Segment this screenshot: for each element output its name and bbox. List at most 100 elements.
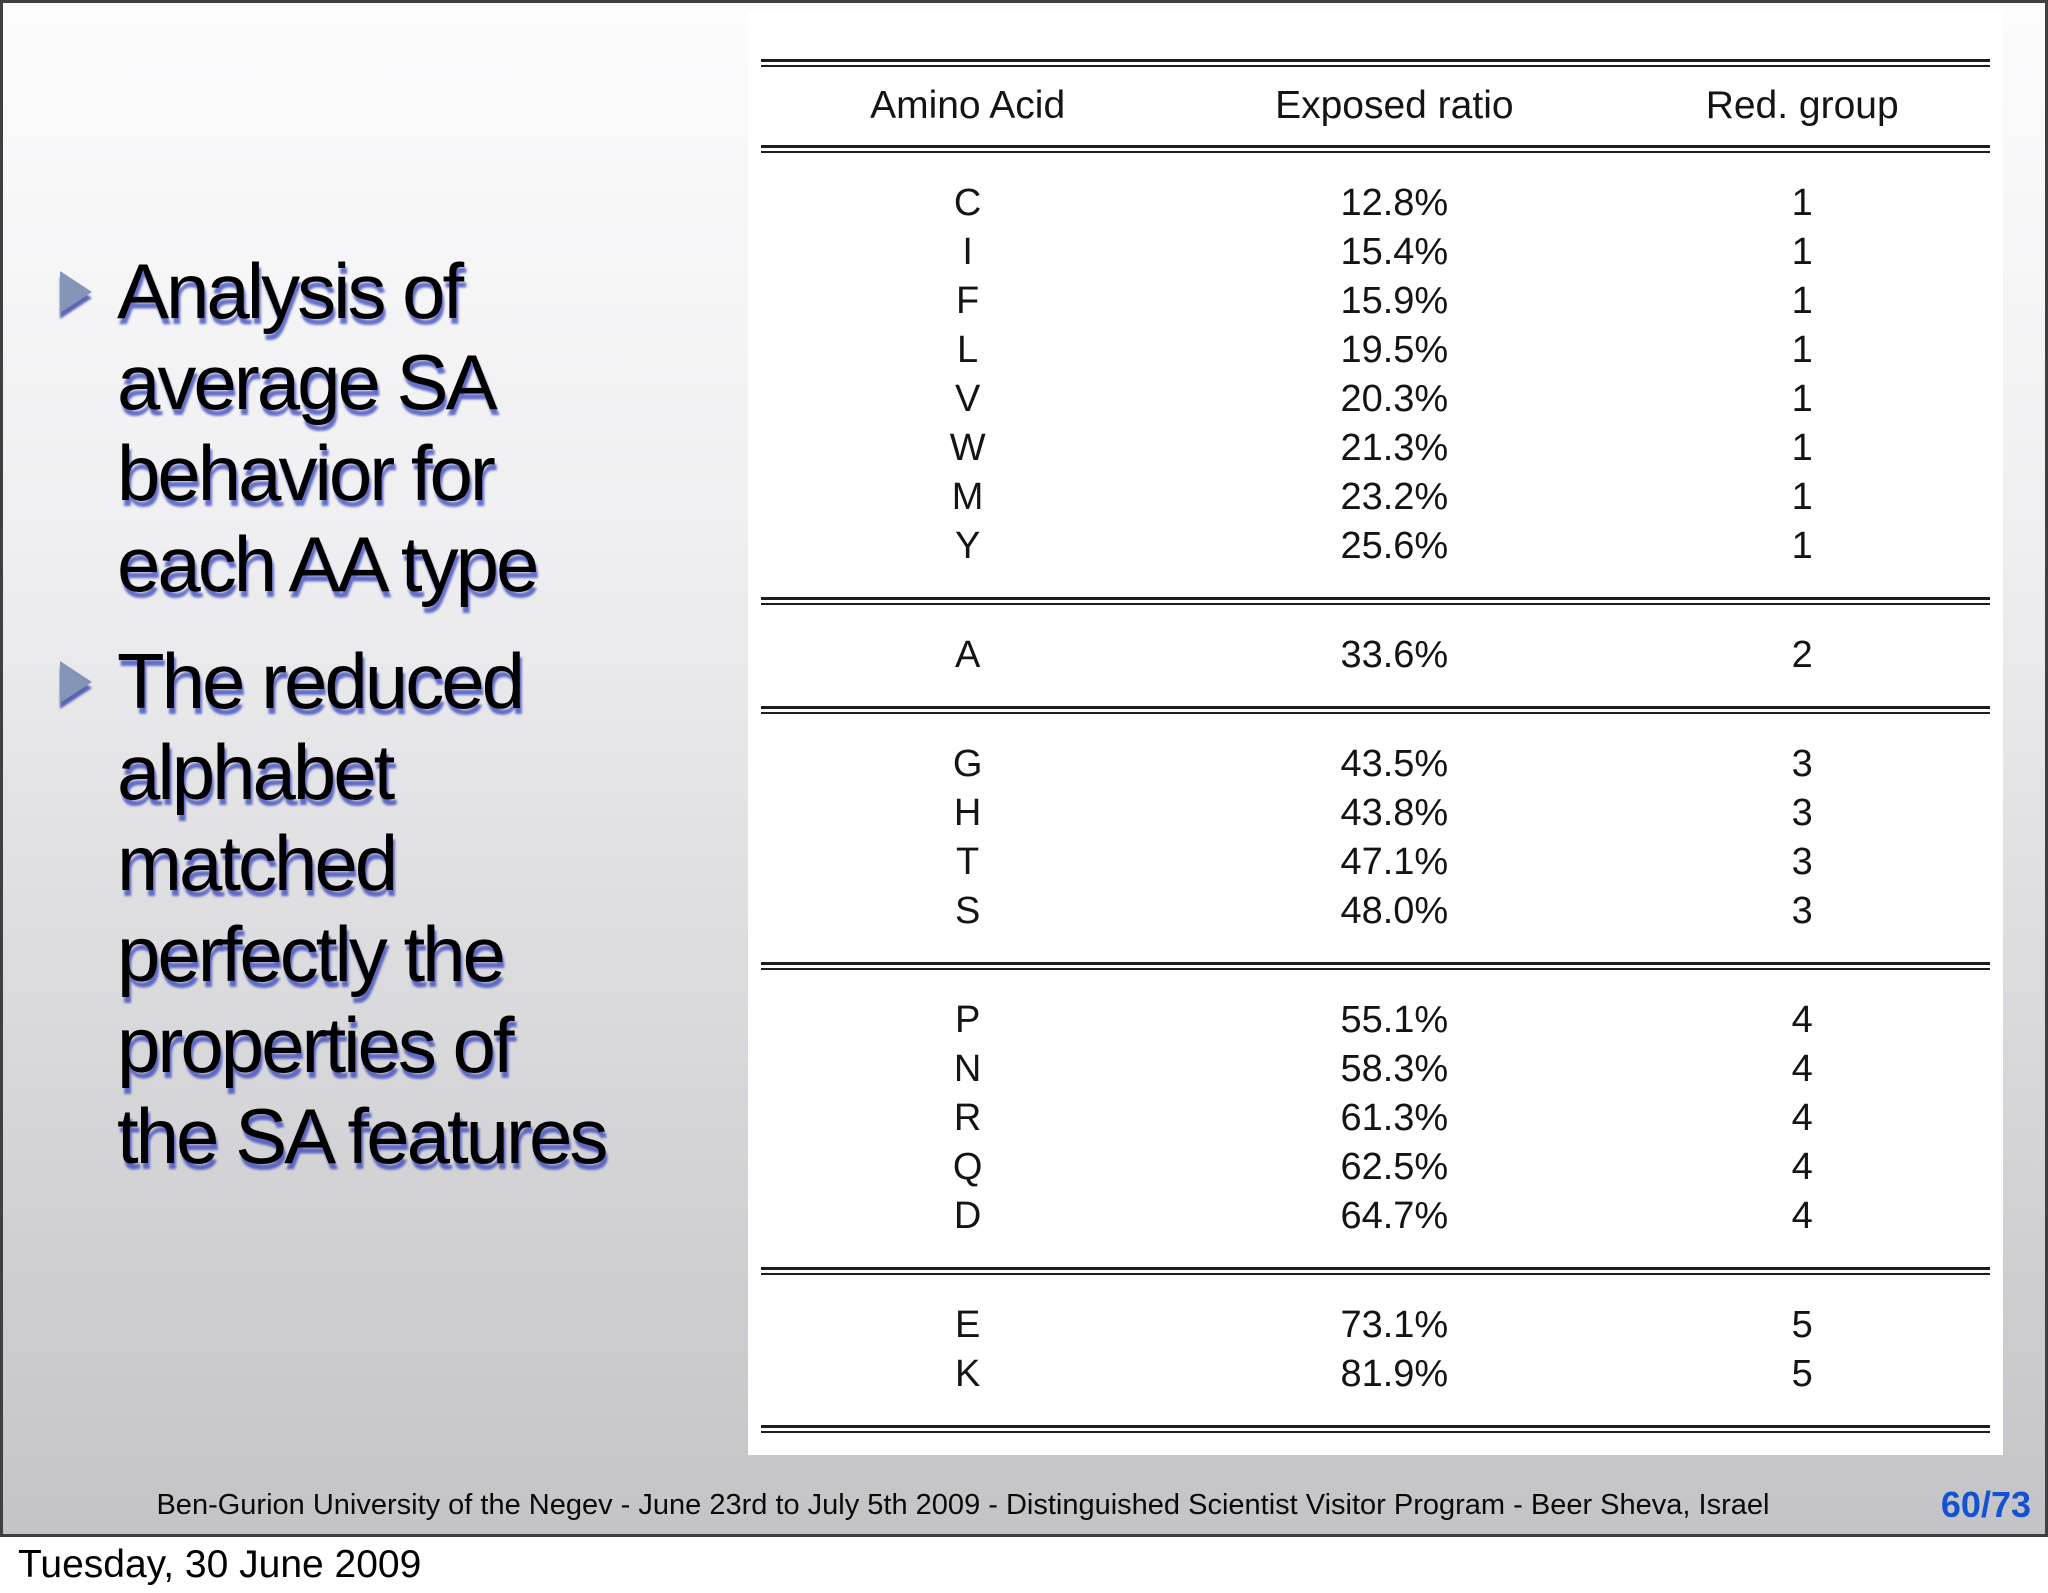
exposed-ratio-cell: 25.6%: [1340, 525, 1449, 567]
red-group-cell: 1: [1791, 182, 1813, 224]
table-group: A 33.6% 2: [748, 605, 2003, 706]
exposed-ratio-cell: 20.3%: [1340, 378, 1449, 420]
table-row: G 43.5% 3: [748, 740, 2003, 789]
red-group-cell: 3: [1791, 743, 1813, 785]
exposed-ratio-cell: 19.5%: [1340, 329, 1449, 371]
red-group-cell: 1: [1791, 378, 1813, 420]
red-group-cell: 4: [1791, 1048, 1813, 1090]
exposed-ratio-cell: 23.2%: [1340, 476, 1449, 518]
red-group-cell: 2: [1791, 634, 1813, 676]
bullet-triangle-icon: [60, 661, 92, 703]
exposed-ratio-cell: 55.1%: [1340, 999, 1449, 1041]
table-group: G 43.5% 3 H 43.8% 3 T 47.1% 3 S 48.0% 3: [748, 714, 2003, 962]
amino-acid-cell: K: [954, 1353, 981, 1395]
bullet-item: The reduced alphabet matched perfectly t…: [60, 636, 620, 1182]
amino-acid-cell: P: [954, 999, 981, 1041]
amino-acid-cell: S: [954, 890, 981, 932]
exposed-ratio-cell: 43.5%: [1340, 743, 1449, 785]
table-row: N 58.3% 4: [748, 1045, 2003, 1094]
exposed-ratio-cell: 48.0%: [1340, 890, 1449, 932]
table-row: S 48.0% 3: [748, 887, 2003, 936]
red-group-cell: 1: [1791, 427, 1813, 469]
amino-acid-table: Amino Acid Exposed ratio Red. group C 12.…: [748, 11, 2003, 1455]
red-group-cell: 1: [1791, 525, 1813, 567]
table-row: T 47.1% 3: [748, 838, 2003, 887]
table-row: E 73.1% 5: [748, 1301, 2003, 1350]
table-row: M 23.2% 1: [748, 473, 2003, 522]
table-header-rule: [761, 145, 1990, 153]
amino-acid-cell: V: [954, 378, 981, 420]
page-number: 60/73: [1940, 1484, 2031, 1525]
amino-acid-cell: N: [953, 1048, 982, 1090]
bullet-triangle-icon: [60, 271, 92, 313]
red-group-cell: 4: [1791, 1146, 1813, 1188]
footer-text: Ben-Gurion University of the Negev - Jun…: [156, 1488, 1770, 1521]
bullet-text: The reduced alphabet matched perfectly t…: [117, 637, 608, 1180]
red-group-cell: 1: [1791, 329, 1813, 371]
table-row: I 15.4% 1: [748, 228, 2003, 277]
exposed-ratio-cell: 15.9%: [1340, 280, 1449, 322]
amino-acid-cell: A: [954, 634, 981, 676]
red-group-cell: 3: [1791, 792, 1813, 834]
red-group-cell: 3: [1791, 841, 1813, 883]
amino-acid-cell: D: [953, 1195, 982, 1237]
exposed-ratio-cell: 61.3%: [1340, 1097, 1449, 1139]
amino-acid-cell: Y: [954, 525, 981, 567]
red-group-cell: 4: [1791, 999, 1813, 1041]
amino-acid-cell: Q: [952, 1146, 983, 1188]
date-text: Tuesday, 30 June 2009: [18, 1543, 422, 1586]
bullet-text: Analysis of average SA behavior for each…: [117, 247, 539, 608]
amino-acid-cell: C: [953, 182, 982, 224]
exposed-ratio-cell: 33.6%: [1340, 634, 1449, 676]
table-group: C 12.8% 1 I 15.4% 1 F 15.9% 1 L 19.5% 1 V 20.3% 1 W 21.3…: [748, 153, 2003, 597]
exposed-ratio-cell: 47.1%: [1340, 841, 1449, 883]
header-red-group: Red. group: [1705, 84, 1899, 127]
group-separator-rule: [761, 597, 1990, 605]
amino-acid-cell: T: [956, 841, 980, 883]
table-group: E 73.1% 5 K 81.9% 5: [748, 1275, 2003, 1425]
exposed-ratio-cell: 73.1%: [1340, 1304, 1449, 1346]
amino-acid-cell: W: [949, 427, 986, 469]
amino-acid-cell: E: [954, 1304, 981, 1346]
red-group-cell: 4: [1791, 1097, 1813, 1139]
exposed-ratio-cell: 64.7%: [1340, 1195, 1449, 1237]
red-group-cell: 1: [1791, 476, 1813, 518]
red-group-cell: 1: [1791, 231, 1813, 273]
date-bar: Tuesday, 30 June 2009: [0, 1537, 2048, 1593]
exposed-ratio-cell: 81.9%: [1340, 1353, 1449, 1395]
table-row: H 43.8% 3: [748, 789, 2003, 838]
group-separator-rule: [761, 1267, 1990, 1275]
exposed-ratio-cell: 21.3%: [1340, 427, 1449, 469]
slide: Analysis of average SA behavior for each…: [0, 0, 2048, 1537]
bullet-item: Analysis of average SA behavior for each…: [60, 246, 620, 610]
table-row: Q 62.5% 4: [748, 1143, 2003, 1192]
amino-acid-cell: G: [952, 743, 983, 785]
exposed-ratio-cell: 43.8%: [1340, 792, 1449, 834]
red-group-cell: 3: [1791, 890, 1813, 932]
amino-acid-cell: I: [962, 231, 973, 273]
table-row: R 61.3% 4: [748, 1094, 2003, 1143]
header-exposed-ratio: Exposed ratio: [1275, 84, 1514, 127]
group-separator-rule: [761, 962, 1990, 970]
table-row: W 21.3% 1: [748, 424, 2003, 473]
table-row: Y 25.6% 1: [748, 522, 2003, 571]
table-row: V 20.3% 1: [748, 375, 2003, 424]
amino-acid-cell: R: [953, 1097, 982, 1139]
table-row: C 12.8% 1: [748, 179, 2003, 228]
table-groups: C 12.8% 1 I 15.4% 1 F 15.9% 1 L 19.5% 1 V 20.3% 1 W 21.3…: [748, 153, 2003, 1425]
exposed-ratio-cell: 15.4%: [1340, 231, 1449, 273]
table-group: P 55.1% 4 N 58.3% 4 R 61.3% 4 Q 62.5% 4 D 64.7% 4: [748, 970, 2003, 1267]
red-group-cell: 1: [1791, 280, 1813, 322]
table-header-row: Amino Acid Exposed ratio Red. group: [748, 67, 2003, 145]
red-group-cell: 5: [1791, 1304, 1813, 1346]
amino-acid-cell: L: [957, 329, 979, 371]
red-group-cell: 4: [1791, 1195, 1813, 1237]
amino-acid-cell: H: [953, 792, 982, 834]
group-separator-rule: [761, 706, 1990, 714]
exposed-ratio-cell: 58.3%: [1340, 1048, 1449, 1090]
table-row: A 33.6% 2: [748, 631, 2003, 680]
exposed-ratio-cell: 62.5%: [1340, 1146, 1449, 1188]
table-row: P 55.1% 4: [748, 996, 2003, 1045]
slide-footer: Ben-Gurion University of the Negev - Jun…: [3, 1484, 2045, 1526]
table-bottom-rule: [761, 1425, 1990, 1433]
